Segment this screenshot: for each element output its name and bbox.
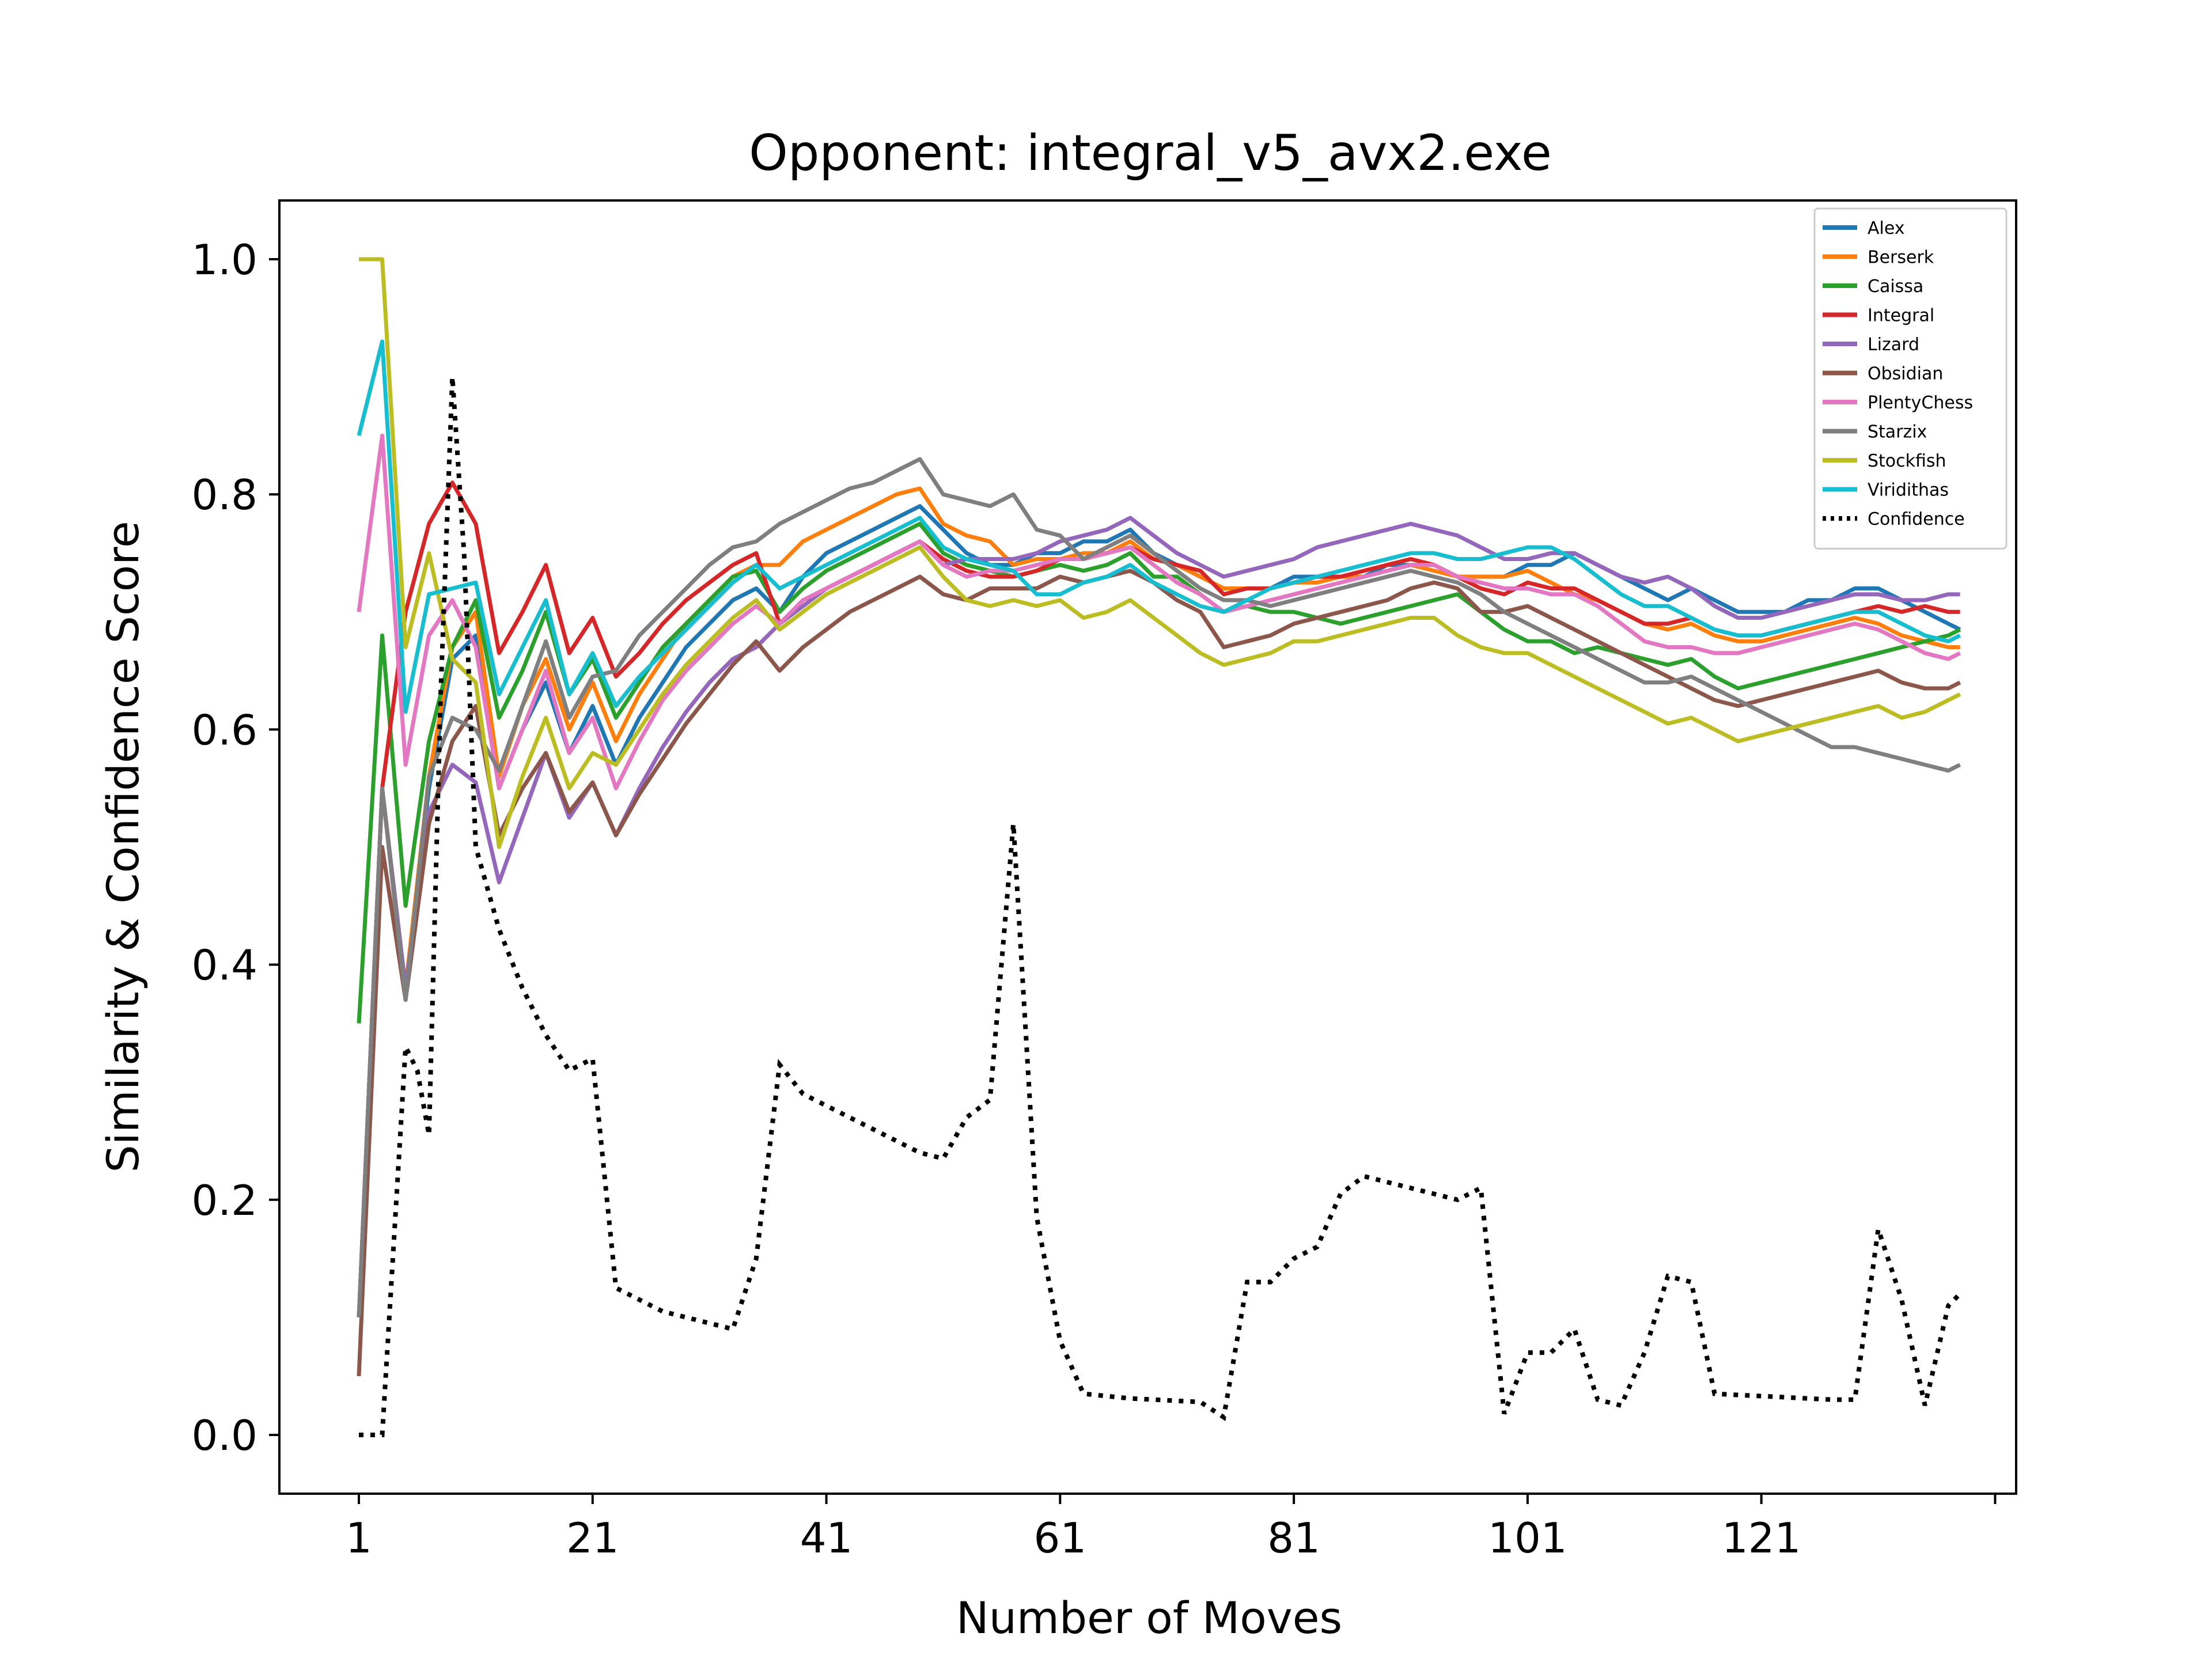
x-tick-label: 81 <box>1267 1514 1320 1562</box>
series-line-caissa <box>357 521 1961 1024</box>
legend-label-lizard: Lizard <box>1868 335 1919 355</box>
legend-label-stockfish: Stockfish <box>1868 451 1946 471</box>
y-tick-label: 0.4 <box>191 941 257 990</box>
legend-label-starzix: Starzix <box>1868 422 1927 442</box>
series-layer <box>357 257 1962 1437</box>
y-axis-label: Similarity & Confidence Score <box>97 521 149 1172</box>
legend-box <box>1813 207 2008 550</box>
series-line-plentychess <box>357 433 1961 790</box>
y-tick-label: 0.8 <box>191 471 257 519</box>
x-tick-label: 101 <box>1488 1514 1567 1562</box>
series-line-viridithas <box>357 339 1961 714</box>
legend-label-obsidian: Obsidian <box>1868 364 1943 384</box>
series-line-alex <box>357 504 1961 1318</box>
legend-label-berserk: Berserk <box>1868 248 1934 268</box>
x-tick-label: 41 <box>800 1514 853 1562</box>
chart-title: Opponent: integral_v5_avx2.exe <box>749 124 1552 182</box>
series-line-starzix <box>357 457 1961 1318</box>
x-tick-label: 1 <box>346 1514 372 1562</box>
x-tick-label: 61 <box>1034 1514 1087 1562</box>
series-line-obsidian <box>357 569 1961 1377</box>
x-axis: 1 21 41 61 81 101 121 <box>346 1494 1997 1562</box>
series-line-stockfish <box>359 257 1961 849</box>
legend-label-viridithas: Viridithas <box>1868 480 1949 501</box>
plot-frame <box>278 199 2017 1495</box>
y-tick-label: 0.6 <box>191 706 257 754</box>
y-axis: 0.0 0.2 0.4 0.6 0.8 1.0 <box>191 236 279 1460</box>
legend-label-plentychess: PlentyChess <box>1868 393 1973 413</box>
legend-label-alex: Alex <box>1868 218 1905 238</box>
x-tick-label: 21 <box>566 1514 619 1562</box>
legend: Alex Berserk Caissa Integral Lizard Obsidian P… <box>1813 207 2008 550</box>
y-tick-label: 0.0 <box>191 1411 257 1460</box>
legend-label-integral: Integral <box>1868 306 1934 326</box>
y-tick-label: 0.2 <box>191 1176 257 1225</box>
y-tick-label: 1.0 <box>191 236 257 284</box>
x-axis-label: Number of Moves <box>956 1592 1342 1643</box>
x-tick-label: 121 <box>1722 1514 1801 1562</box>
legend-label-caissa: Caissa <box>1868 276 1923 297</box>
legend-label-confidence: Confidence <box>1868 509 1965 529</box>
